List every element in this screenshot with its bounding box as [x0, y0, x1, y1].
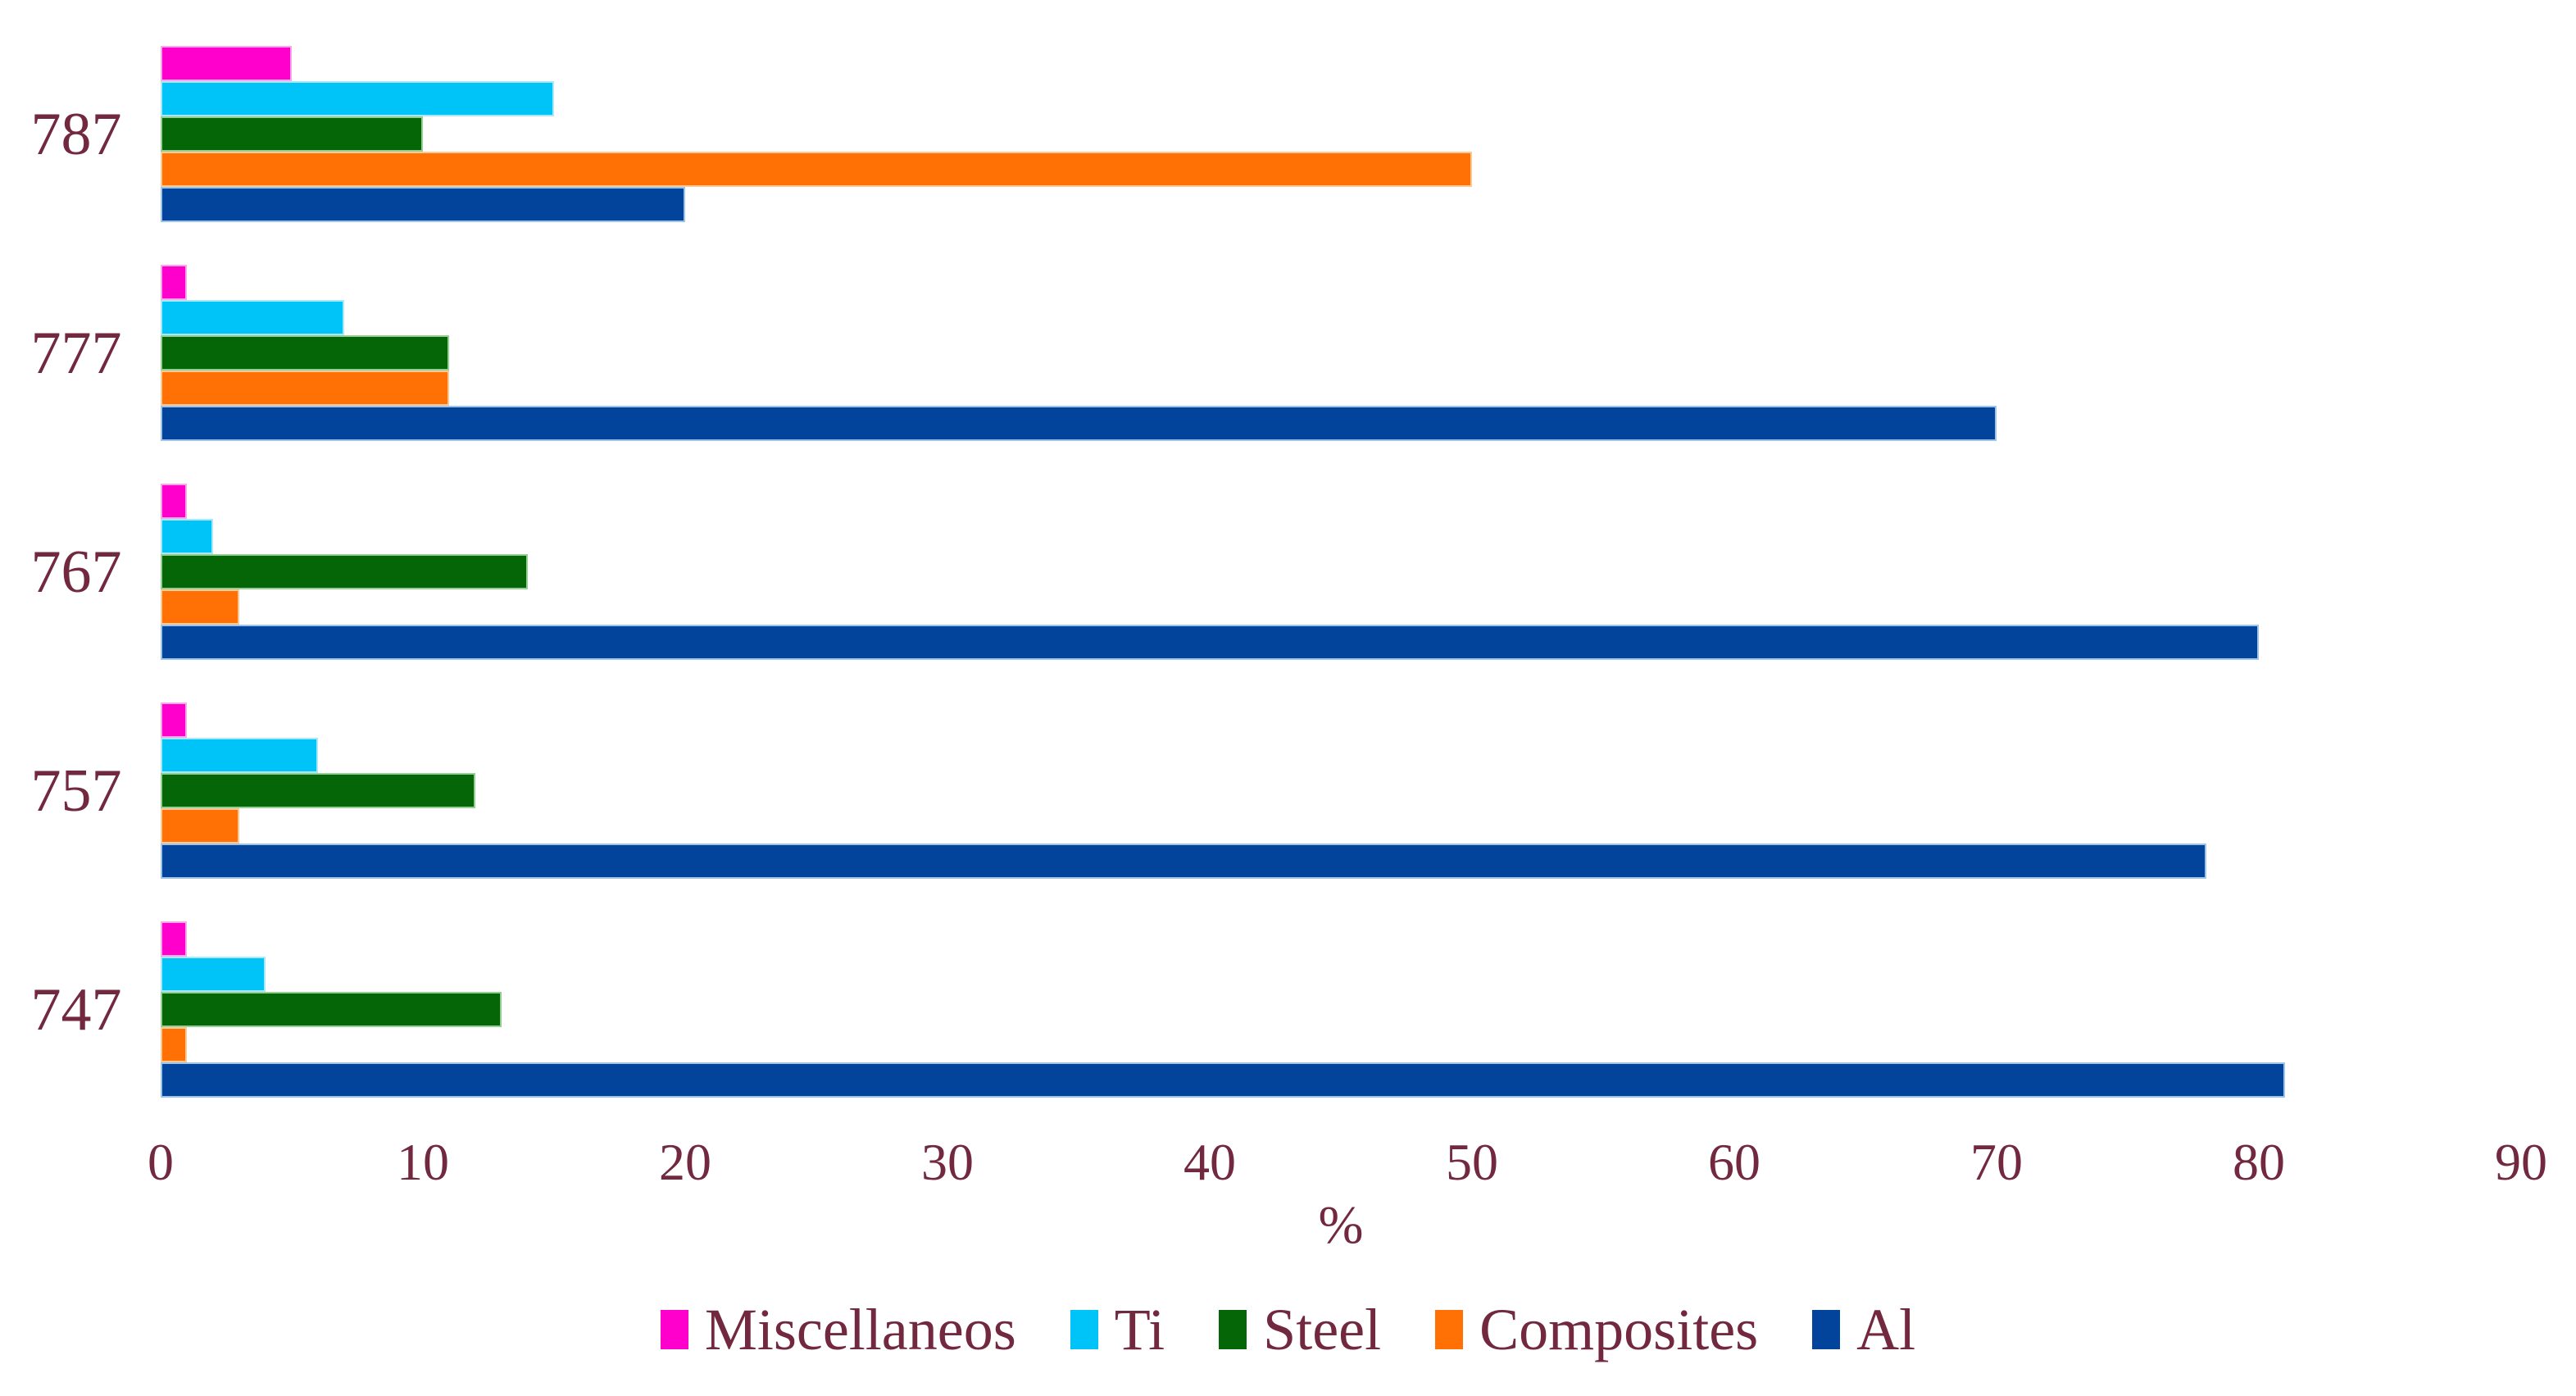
x-tick-label-10: 10: [397, 1133, 449, 1191]
legend-label: Ti: [1114, 1297, 1165, 1362]
legend-label: Steel: [1263, 1297, 1382, 1362]
x-tick-label-0: 0: [148, 1133, 174, 1191]
category-label-767: 767: [30, 538, 122, 606]
bar-747-Composites: [161, 1027, 187, 1062]
bar-787-Miscellaneos: [161, 46, 292, 81]
bar-757-Composites: [161, 808, 239, 844]
bar-747-Steel: [161, 992, 502, 1027]
legend-item-Ti: Ti: [1070, 1297, 1165, 1362]
bar-777-Al: [161, 406, 1997, 441]
bar-757-Steel: [161, 773, 475, 808]
x-tick-label-70: 70: [1970, 1133, 2023, 1191]
legend-swatch-icon: [1435, 1310, 1464, 1349]
x-tick-label-60: 60: [1708, 1133, 1760, 1191]
bar-767-Al: [161, 625, 2259, 660]
bar-747-Ti: [161, 957, 266, 992]
bar-787-Composites: [161, 152, 1472, 187]
legend-item-Composites: Composites: [1435, 1297, 1758, 1362]
category-label-747: 747: [30, 975, 122, 1044]
legend-label: Al: [1856, 1297, 1916, 1362]
x-tick-label-30: 30: [921, 1133, 974, 1191]
bar-787-Steel: [161, 116, 423, 152]
x-tick-label-90: 90: [2495, 1133, 2547, 1191]
x-tick-label-50: 50: [1446, 1133, 1498, 1191]
legend-swatch-icon: [660, 1310, 688, 1349]
bar-767-Miscellaneos: [161, 484, 187, 519]
bar-777-Ti: [161, 300, 344, 335]
bar-767-Steel: [161, 554, 528, 589]
legend-item-Miscellaneos: Miscellaneos: [660, 1297, 1016, 1362]
bar-777-Steel: [161, 335, 449, 371]
bar-787-Al: [161, 187, 685, 222]
legend-swatch-icon: [1219, 1310, 1247, 1349]
legend-swatch-icon: [1812, 1310, 1841, 1349]
bar-757-Ti: [161, 738, 318, 773]
legend-item-Steel: Steel: [1219, 1297, 1381, 1362]
bar-757-Al: [161, 844, 2206, 879]
x-tick-label-80: 80: [2233, 1133, 2285, 1191]
legend-swatch-icon: [1070, 1310, 1098, 1349]
bar-777-Composites: [161, 371, 449, 406]
bar-757-Miscellaneos: [161, 703, 187, 738]
legend: Miscellaneos Ti Steel Composites Al: [0, 1297, 2576, 1362]
x-tick-label-20: 20: [659, 1133, 711, 1191]
legend-label: Miscellaneos: [704, 1297, 1016, 1362]
x-axis-title: %: [1318, 1195, 1364, 1255]
legend-label: Composites: [1479, 1297, 1759, 1362]
category-label-757: 757: [30, 757, 122, 825]
bar-777-Miscellaneos: [161, 265, 187, 300]
bar-787-Ti: [161, 81, 554, 116]
category-label-787: 787: [30, 100, 122, 168]
bar-747-Al: [161, 1062, 2285, 1098]
bar-767-Composites: [161, 589, 239, 625]
x-tick-label-40: 40: [1184, 1133, 1236, 1191]
legend-item-Al: Al: [1812, 1297, 1915, 1362]
bar-767-Ti: [161, 519, 213, 554]
category-label-777: 777: [30, 319, 122, 387]
bar-747-Miscellaneos: [161, 921, 187, 957]
